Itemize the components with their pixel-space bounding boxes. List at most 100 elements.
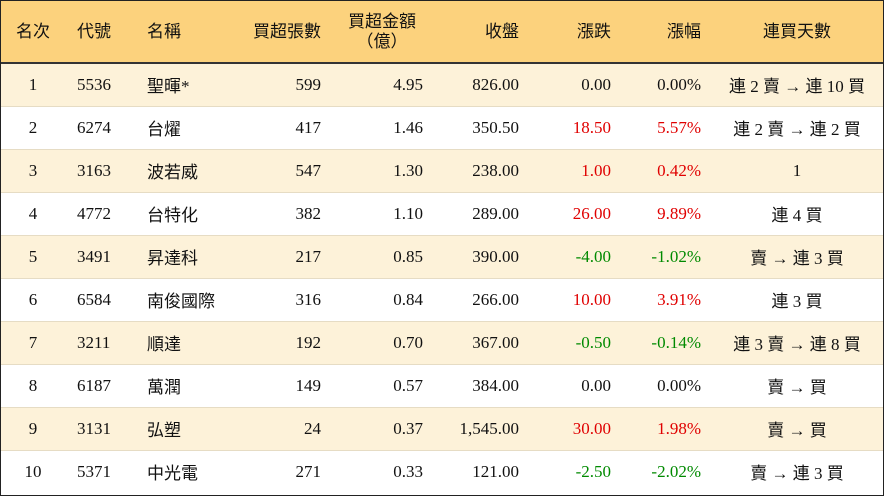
- cell-close: 826.00: [472, 74, 519, 94]
- cell-streak: 連 2 賣 → 連 2 買: [711, 105, 883, 149]
- cell-streak: 連 2 賣 → 連 10 買: [729, 77, 865, 97]
- cell-rank: 10: [1, 449, 65, 493]
- cell-net-shares: 149: [227, 363, 331, 407]
- col-header-change: 漲跌: [529, 1, 621, 64]
- table-row: 2 6274 台燿 417 1.46 350.50 18.50 5.57% 連 2 賣 → 連 …: [1, 105, 883, 149]
- cell-rank: 4: [1, 191, 65, 235]
- cell-streak: 賣 → 連 3 買: [711, 449, 883, 493]
- cell-net-amount: 0.33: [331, 449, 433, 493]
- col-header-net-shares: 買超張數: [227, 1, 331, 64]
- cell-streak: 賣 → 買: [711, 406, 883, 450]
- cell-name: 昇達科: [135, 234, 227, 278]
- cell-close: 289.00: [433, 191, 529, 235]
- cell-change: -4.00: [529, 234, 621, 278]
- table-body: 1 5536 聖暉* 599 4.95 826.00 0.00 0.00% 連 2 賣 → 連 …: [1, 63, 883, 493]
- cell-net-shares: 316: [227, 277, 331, 321]
- cell-net-shares: 547: [227, 148, 331, 192]
- cell-change: 18.50: [529, 105, 621, 149]
- cell-rank: 6: [1, 277, 65, 321]
- table-row: 6 6584 南俊國際 316 0.84 266.00 10.00 3.91% 連 3 買: [1, 277, 883, 321]
- cell-streak: 連 3 買: [711, 277, 883, 321]
- cell-rank: 7: [1, 320, 65, 364]
- col-header-net-amount-line2: （億）: [356, 31, 408, 51]
- cell-streak: 連 3 賣 → 連 8 買: [711, 320, 883, 364]
- cell-net-amount: 0.84: [331, 277, 433, 321]
- cell-net-shares: 217: [227, 234, 331, 278]
- table-row: 7 3211 順達 192 0.70 367.00 -0.50 -0.14% 連 3 賣 → 連…: [1, 320, 883, 364]
- table-row: 8 6187 萬潤 149 0.57 384.00 0.00 0.00% 賣 → 買: [1, 363, 883, 407]
- cell-close: 238.00: [433, 148, 529, 192]
- cell-net-shares: 271: [227, 449, 331, 493]
- cell-change: 0.00: [581, 74, 611, 94]
- cell-change: 30.00: [529, 406, 621, 450]
- cell-code: 5536: [77, 74, 111, 94]
- cell-code: 3491: [65, 234, 135, 278]
- col-header-pct: 漲幅: [621, 1, 711, 64]
- cell-pct: 0.00%: [621, 363, 711, 407]
- cell-net-amount: 0.70: [331, 320, 433, 364]
- cell-streak: 賣 → 買: [711, 363, 883, 407]
- cell-close: 384.00: [433, 363, 529, 407]
- cell-pct: 3.91%: [621, 277, 711, 321]
- cell-code: 3131: [65, 406, 135, 450]
- cell-net-amount: 4.95: [393, 74, 423, 94]
- cell-rank: 1: [28, 74, 38, 94]
- cell-change: 26.00: [529, 191, 621, 235]
- cell-close: 367.00: [433, 320, 529, 364]
- col-header-net-amount: 買超金額 （億）: [331, 1, 433, 64]
- cell-pct: -0.14%: [621, 320, 711, 364]
- cell-streak: 1: [711, 148, 883, 192]
- cell-name: 弘塑: [135, 406, 227, 450]
- cell-code: 6187: [65, 363, 135, 407]
- cell-name: 中光電: [135, 449, 227, 493]
- cell-pct: -1.02%: [621, 234, 711, 278]
- cell-net-shares: 24: [227, 406, 331, 450]
- cell-code: 6584: [65, 277, 135, 321]
- cell-name: 台燿: [135, 105, 227, 149]
- cell-close: 266.00: [433, 277, 529, 321]
- cell-streak: 賣 → 連 3 買: [711, 234, 883, 278]
- col-header-code: 代號: [65, 1, 135, 64]
- table-row: 4 4772 台特化 382 1.10 289.00 26.00 9.89% 連 4 買: [1, 191, 883, 235]
- cell-name: 萬潤: [135, 363, 227, 407]
- header-row: 名次 代號 名稱 買超張數 買超金額 （億） 收盤 漲跌 漲幅 連買天數: [1, 1, 883, 64]
- cell-name: 順達: [135, 320, 227, 364]
- cell-change: -2.50: [529, 449, 621, 493]
- cell-name: 波若威: [135, 148, 227, 192]
- cell-pct: 5.57%: [621, 105, 711, 149]
- cell-close: 121.00: [433, 449, 529, 493]
- cell-streak: 連 4 買: [711, 191, 883, 235]
- cell-change: 10.00: [529, 277, 621, 321]
- cell-change: -0.50: [529, 320, 621, 364]
- cell-rank: 8: [1, 363, 65, 407]
- col-header-close: 收盤: [433, 1, 529, 64]
- table-row: 1 5536 聖暉* 599 4.95 826.00 0.00 0.00% 連 2 賣 → 連 …: [1, 63, 883, 106]
- cell-rank: 2: [1, 105, 65, 149]
- cell-close: 1,545.00: [433, 406, 529, 450]
- cell-net-shares: 192: [227, 320, 331, 364]
- cell-code: 4772: [65, 191, 135, 235]
- table-row: 3 3163 波若威 547 1.30 238.00 1.00 0.42% 1: [1, 148, 883, 192]
- cell-pct: -2.02%: [621, 449, 711, 493]
- cell-net-amount: 0.57: [331, 363, 433, 407]
- cell-net-amount: 1.46: [331, 105, 433, 149]
- cell-net-amount: 1.10: [331, 191, 433, 235]
- cell-net-shares: 382: [227, 191, 331, 235]
- cell-rank: 3: [1, 148, 65, 192]
- cell-name: 南俊國際: [135, 277, 227, 321]
- col-header-name: 名稱: [135, 1, 227, 64]
- cell-net-shares: 417: [227, 105, 331, 149]
- cell-pct: 9.89%: [621, 191, 711, 235]
- col-header-net-amount-line1: 買超金額: [348, 11, 416, 31]
- cell-name: 聖暉*: [147, 77, 190, 97]
- cell-code: 5371: [65, 449, 135, 493]
- cell-name: 台特化: [135, 191, 227, 235]
- cell-net-amount: 0.85: [331, 234, 433, 278]
- col-header-streak: 連買天數: [711, 1, 883, 64]
- cell-pct: 0.00%: [657, 74, 701, 94]
- table-row: 9 3131 弘塑 24 0.37 1,545.00 30.00 1.98% 賣 → 買: [1, 406, 883, 450]
- col-header-rank: 名次: [1, 1, 65, 64]
- cell-pct: 0.42%: [621, 148, 711, 192]
- cell-net-shares: 599: [295, 74, 322, 94]
